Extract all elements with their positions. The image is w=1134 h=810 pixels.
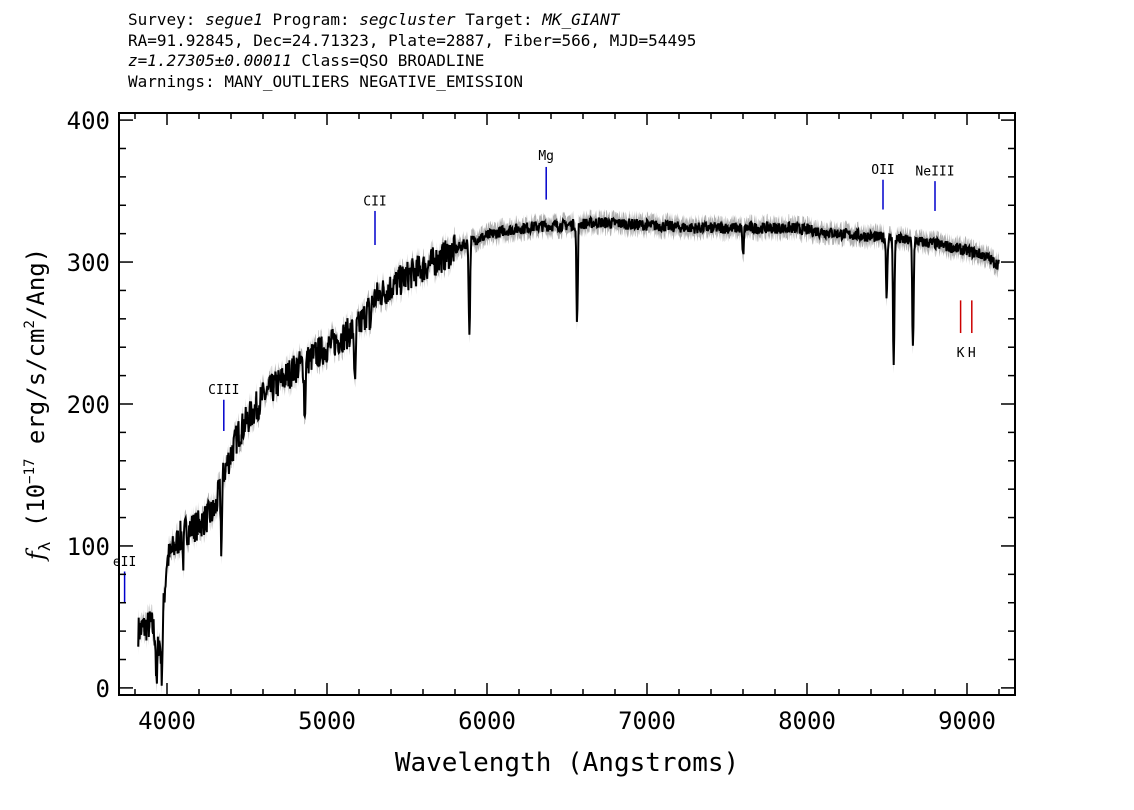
x-tick-label: 8000 [778,707,836,735]
annotation-label: CIII [208,383,239,398]
y-tick-label: 400 [67,107,110,135]
annotation-label: eII [113,555,136,570]
x-tick-label: 4000 [138,707,196,735]
y-tick-labels: 0 100 200 300 400 [67,107,110,703]
flux-error-band [138,209,999,695]
y-axis-label: fλ (10−17 erg/s/cm2/Ang) [22,248,54,562]
header-line-2: RA=91.92845, Dec=24.71323, Plate=2887, F… [128,30,697,50]
y-tick-label: 200 [67,391,110,419]
x-tick-label: 6000 [458,707,516,735]
survey-value: segue1 [205,10,263,29]
annotation-label: Mg [538,149,554,164]
redshift-value: z=1.27305±0.00011 [128,51,292,70]
target-value: MK_GIANT [542,10,620,29]
program-value: segcluster [359,10,456,29]
spectrum-header: Survey: segue1 Program: segcluster Targe… [128,10,1028,92]
x-tick-label: 5000 [298,707,356,735]
class-value: Class=QSO BROADLINE [301,51,485,70]
x-axis-label: Wavelength (Angstroms) [395,748,739,778]
error-band [138,209,999,695]
y-tick-label: 300 [67,249,110,277]
y-tick-label: 100 [67,533,110,561]
x-tick-label: 9000 [938,707,996,735]
y-tick-label: 0 [96,675,110,703]
annotation-label: OII [871,163,894,178]
header-line-4: Warnings: MANY_OUTLIERS NEGATIVE_EMISSIO… [128,71,523,91]
annotation-label: NeIII [915,164,954,179]
axis-ticks [119,113,1015,695]
annotation-label: H [968,346,976,361]
x-tick-label: 7000 [618,707,676,735]
annotation-label: CII [363,194,386,209]
x-tick-labels: 4000 5000 6000 7000 8000 9000 [138,707,996,735]
flux-series [137,215,1000,686]
plot-frame [118,112,1016,696]
header-line-1: Survey: segue1 Program: segcluster Targe… [128,10,620,29]
annotation-label: K [957,346,965,361]
header-line-3: z=1.27305±0.00011 Class=QSO BROADLINE [128,51,1028,72]
flux-line [137,215,1000,686]
